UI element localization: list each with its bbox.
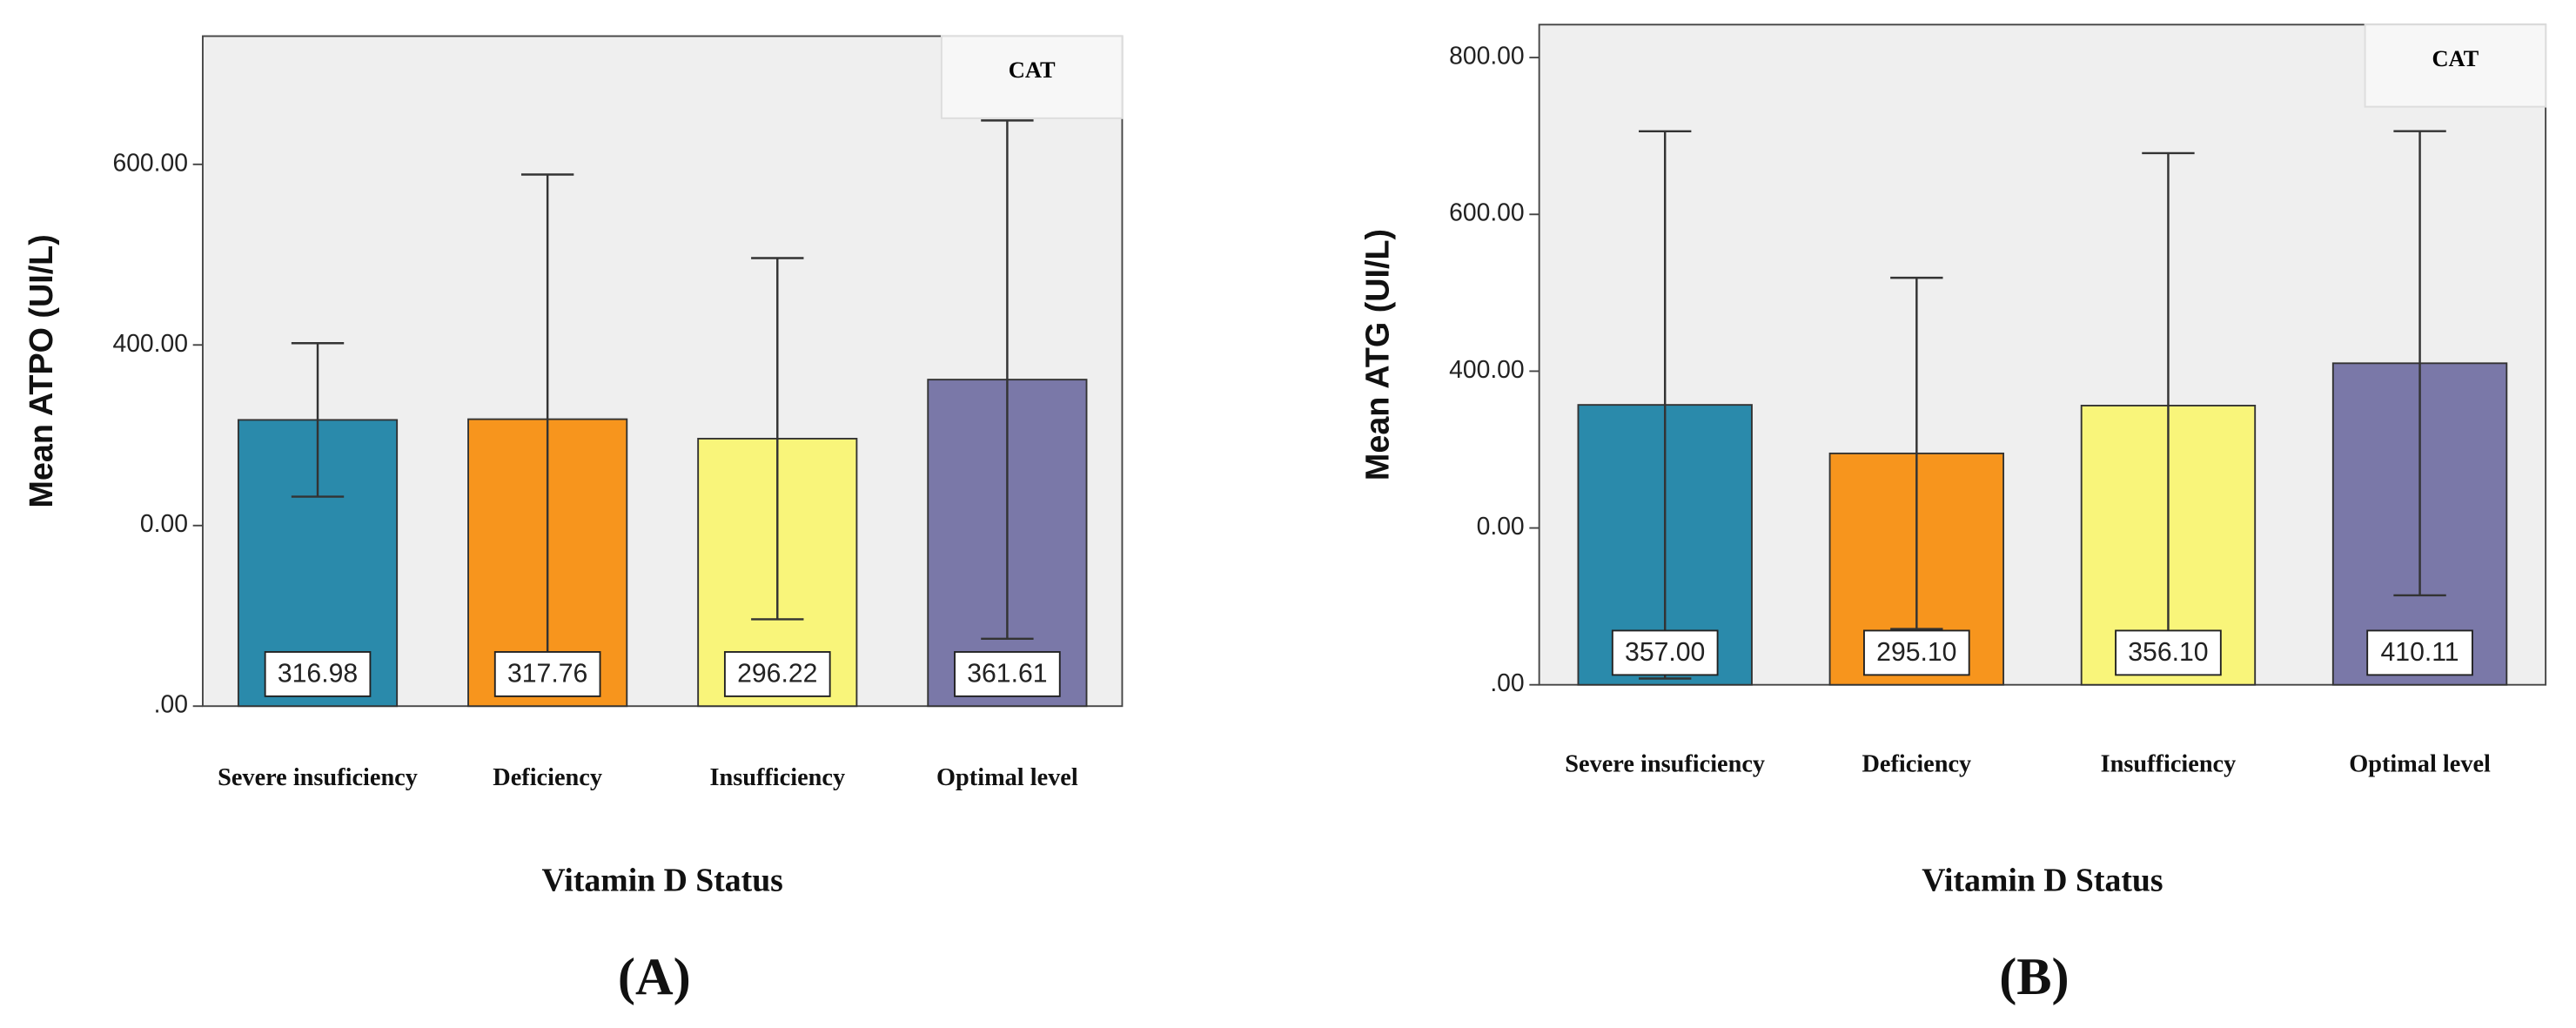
category-label-box: Optimal level xyxy=(936,765,1078,792)
x-tick-label: Severe insuficiency xyxy=(1565,752,1766,779)
value-label-box xyxy=(1863,629,1970,676)
panel-label: (A) xyxy=(618,948,691,1006)
value-label: 356.10 xyxy=(2128,638,2208,667)
x-tick-label: Severe insuficiency xyxy=(218,765,418,792)
panel-label: (B) xyxy=(1999,948,2069,1006)
error-bar xyxy=(981,119,1034,641)
value-label: 296.22 xyxy=(737,659,817,688)
x-axis-label: Vitamin D Status xyxy=(1922,863,2163,899)
y-axis-label: Mean ATG (UI/L) xyxy=(1359,229,1396,480)
value-label-box xyxy=(493,651,601,697)
value-label: 316.98 xyxy=(278,659,358,688)
error-bar xyxy=(291,342,345,498)
legend-box xyxy=(940,35,1124,119)
y-tick-label: 600.00 xyxy=(1449,198,1525,226)
y-tick-label: .00 xyxy=(154,690,188,718)
error-bar xyxy=(751,257,804,621)
x-tick-label: Optimal level xyxy=(936,765,1078,792)
y-tick-label: .00 xyxy=(1490,669,1524,696)
y-tick-label: 400.00 xyxy=(112,329,188,357)
value-label-box xyxy=(954,651,1061,697)
x-axis-label: Vitamin D Status xyxy=(542,863,783,899)
x-tick-label: Deficiency xyxy=(1862,752,1972,779)
value-label: 410.11 xyxy=(2381,638,2459,667)
x-tick-label: Insufficiency xyxy=(709,765,846,792)
y-tick-label: 600.00 xyxy=(112,148,188,176)
y-tick-label: 400.00 xyxy=(1449,355,1525,383)
error-bar xyxy=(1890,276,1943,630)
category-label-box: Deficiency xyxy=(493,765,602,792)
error-bar xyxy=(1639,130,1692,680)
value-label: 357.00 xyxy=(1625,638,1705,667)
value-label-box xyxy=(723,651,831,697)
x-tick-label: Insufficiency xyxy=(2100,752,2237,779)
legend-box xyxy=(2364,24,2547,108)
x-tick-label: Deficiency xyxy=(493,765,602,792)
legend-title: CAT xyxy=(1009,57,1056,83)
category-label-box: Optimal level xyxy=(2349,752,2491,779)
category-label-box: Severe insuficiency xyxy=(218,765,418,792)
legend-title: CAT xyxy=(2432,45,2479,71)
category-label-box: Insufficiency xyxy=(709,765,846,792)
category-label-box: Deficiency xyxy=(1862,752,1972,779)
y-axis-label: Mean ATPO (UI/L) xyxy=(23,234,59,507)
value-label: 361.61 xyxy=(967,659,1047,688)
value-label-box xyxy=(1611,629,1719,676)
category-label-box: Insufficiency xyxy=(2100,752,2237,779)
value-label: 295.10 xyxy=(1876,638,1956,667)
value-label-box xyxy=(264,651,372,697)
value-label-box xyxy=(2115,629,2222,676)
x-tick-label: Optimal level xyxy=(2349,752,2491,779)
value-label: 317.76 xyxy=(507,659,587,688)
category-label-box: Severe insuficiency xyxy=(1565,752,1766,779)
y-tick-label: 0.00 xyxy=(1477,512,1525,540)
value-label-box xyxy=(2366,629,2473,676)
error-bar xyxy=(2393,130,2446,597)
y-tick-label: 800.00 xyxy=(1449,42,1525,70)
y-tick-label: 0.00 xyxy=(140,509,188,537)
